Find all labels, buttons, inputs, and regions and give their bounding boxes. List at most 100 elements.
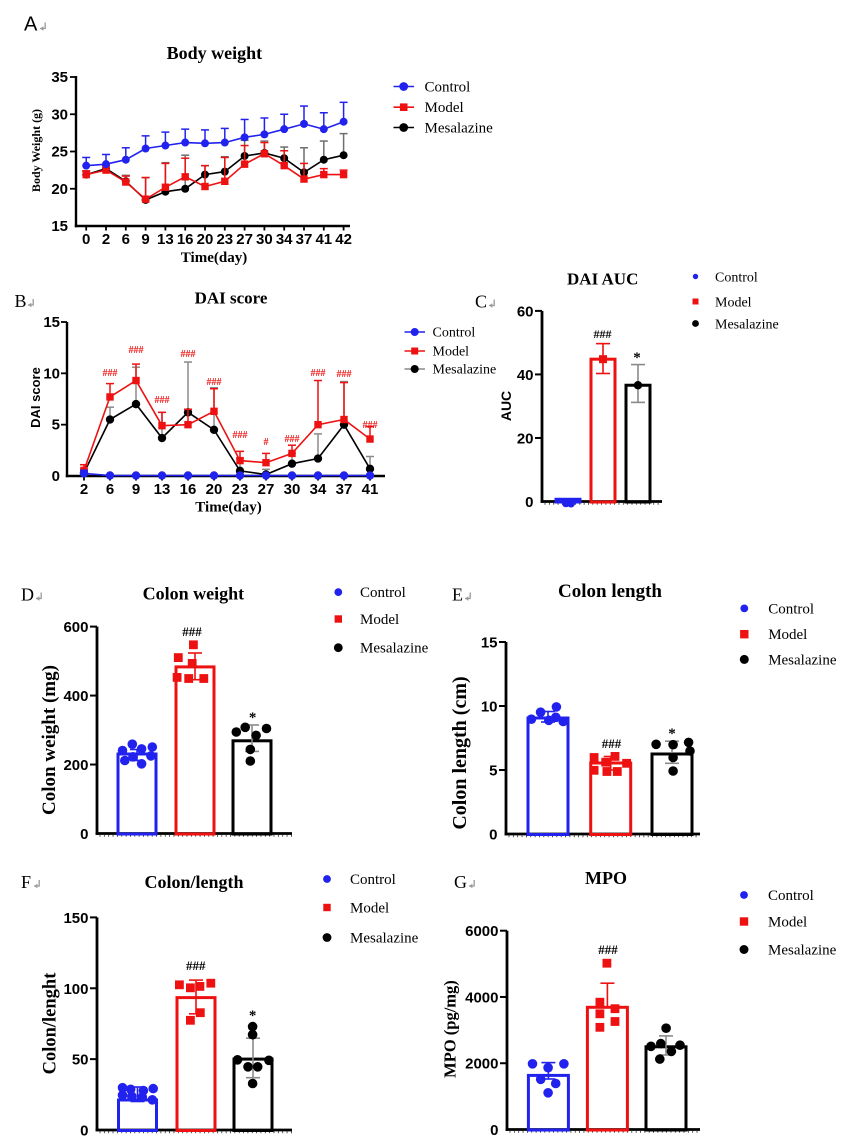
svg-text:9: 9	[141, 231, 149, 248]
svg-text:###: ###	[207, 377, 222, 388]
svg-text:Mesalazine: Mesalazine	[433, 363, 497, 378]
svg-text:35: 35	[51, 69, 68, 86]
svg-text:###: ###	[103, 368, 118, 379]
svg-text:Control: Control	[433, 326, 476, 341]
svg-text:E: E	[452, 585, 463, 605]
svg-text:37: 37	[296, 231, 313, 248]
svg-text:D: D	[21, 585, 34, 605]
svg-text:20: 20	[206, 481, 223, 498]
svg-text:Body Weight (g): Body Weight (g)	[29, 109, 43, 192]
svg-text:Model: Model	[715, 296, 752, 311]
svg-text:F: F	[21, 872, 31, 892]
svg-text:C: C	[475, 292, 487, 312]
svg-text:13: 13	[157, 231, 174, 248]
svg-text:###: ###	[285, 434, 300, 445]
svg-text:15: 15	[51, 218, 68, 235]
svg-text:100: 100	[63, 981, 88, 998]
svg-text:150: 150	[63, 910, 88, 927]
svg-text:###: ###	[186, 958, 206, 973]
svg-text:Mesalazine: Mesalazine	[768, 652, 837, 668]
svg-text:###: ###	[129, 345, 144, 356]
svg-text:Control: Control	[715, 271, 758, 286]
svg-text:Control: Control	[768, 888, 814, 904]
svg-text:0: 0	[82, 231, 90, 248]
svg-text:6000: 6000	[465, 923, 498, 940]
svg-text:DAI score: DAI score	[195, 289, 268, 308]
svg-text:0: 0	[80, 826, 88, 843]
svg-text:42: 42	[335, 231, 352, 248]
svg-text:Colon length: Colon length	[558, 581, 662, 602]
svg-text:2000: 2000	[465, 1056, 498, 1073]
svg-text:###: ###	[155, 395, 170, 406]
svg-text:5: 5	[52, 417, 60, 434]
svg-text:2: 2	[102, 231, 110, 248]
svg-text:###: ###	[598, 942, 618, 957]
svg-text:400: 400	[63, 688, 88, 705]
svg-text:Model: Model	[350, 901, 389, 917]
svg-text:15: 15	[43, 314, 60, 331]
svg-text:AUC: AUC	[498, 391, 514, 421]
svg-text:60: 60	[517, 303, 534, 320]
svg-text:###: ###	[233, 430, 248, 441]
svg-text:200: 200	[63, 757, 88, 774]
svg-text:16: 16	[180, 481, 197, 498]
svg-text:Model: Model	[425, 100, 464, 116]
svg-text:34: 34	[310, 481, 327, 498]
svg-text:DAI AUC: DAI AUC	[567, 269, 638, 288]
svg-text:30: 30	[51, 106, 68, 123]
svg-text:MPO: MPO	[585, 868, 627, 888]
svg-text:0: 0	[490, 1122, 498, 1139]
svg-text:6: 6	[106, 481, 114, 498]
svg-text:###: ###	[311, 368, 326, 379]
svg-text:Time(day): Time(day)	[195, 500, 261, 516]
svg-text:Control: Control	[768, 601, 814, 617]
svg-text:Model: Model	[433, 345, 470, 360]
svg-text:27: 27	[258, 481, 275, 498]
svg-text:37: 37	[336, 481, 353, 498]
svg-text:23: 23	[216, 231, 233, 248]
svg-text:Control: Control	[350, 872, 396, 888]
svg-text:MPO (pg/mg): MPO (pg/mg)	[441, 980, 460, 1078]
svg-text:Control: Control	[360, 585, 406, 601]
svg-text:40: 40	[517, 367, 534, 384]
svg-text:Colon/lenght: Colon/lenght	[41, 972, 61, 1075]
svg-text:*: *	[633, 350, 641, 366]
svg-text:5: 5	[489, 763, 497, 780]
svg-text:15: 15	[481, 635, 498, 652]
svg-text:###: ###	[602, 736, 622, 751]
svg-text:Mesalazine: Mesalazine	[425, 121, 494, 137]
svg-text:###: ###	[337, 369, 352, 380]
svg-text:20: 20	[197, 231, 214, 248]
svg-text:B: B	[15, 291, 27, 311]
svg-text:###: ###	[181, 349, 196, 360]
svg-text:Model: Model	[768, 627, 807, 643]
svg-text:A: A	[24, 14, 38, 36]
svg-text:0: 0	[52, 468, 60, 485]
svg-text:Mesalazine: Mesalazine	[768, 943, 837, 959]
svg-text:G: G	[454, 872, 467, 892]
svg-text:###: ###	[594, 327, 612, 341]
svg-text:Control: Control	[425, 80, 471, 96]
svg-text:Time(day): Time(day)	[181, 250, 247, 266]
svg-text:Model: Model	[360, 612, 399, 628]
svg-text:*: *	[249, 710, 257, 726]
svg-text:###: ###	[182, 624, 202, 639]
svg-text:Mesalazine: Mesalazine	[715, 318, 779, 333]
svg-text:9: 9	[132, 481, 140, 498]
svg-text:20: 20	[517, 430, 534, 447]
svg-text:600: 600	[63, 619, 88, 636]
svg-text:41: 41	[315, 231, 332, 248]
svg-text:23: 23	[232, 481, 249, 498]
svg-text:Body weight: Body weight	[167, 43, 263, 63]
svg-text:Model: Model	[768, 915, 807, 931]
svg-text:0: 0	[489, 827, 497, 844]
svg-text:Mesalazine: Mesalazine	[350, 931, 419, 947]
svg-text:6: 6	[122, 231, 130, 248]
svg-text:16: 16	[177, 231, 194, 248]
svg-text:Colon/length: Colon/length	[144, 872, 243, 892]
svg-text:13: 13	[154, 481, 171, 498]
svg-text:20: 20	[51, 181, 68, 198]
svg-text:0: 0	[80, 1123, 88, 1140]
svg-text:###: ###	[363, 420, 378, 431]
svg-text:Mesalazine: Mesalazine	[360, 641, 429, 657]
